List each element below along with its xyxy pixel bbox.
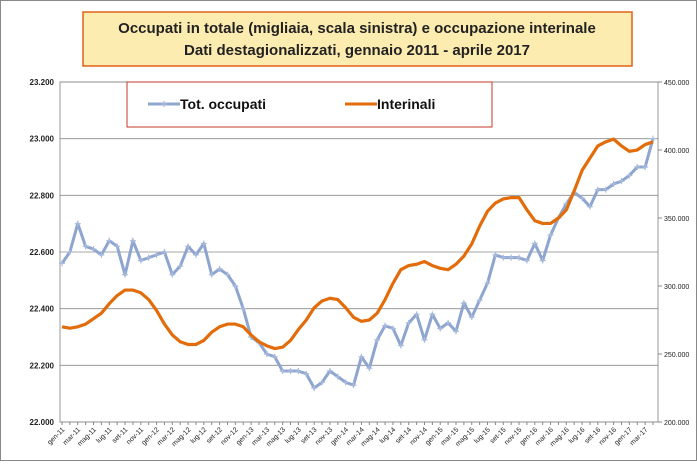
point-marker [453,328,459,335]
point-marker [342,379,349,386]
point-marker [492,251,499,258]
point-marker [437,325,444,332]
point-marker [358,353,365,360]
y2-tick-label: 450.000 [664,80,689,87]
point-marker [98,251,105,258]
point-marker [326,368,333,374]
y-tick-label: 23.000 [30,135,55,144]
y-tick-label: 22.600 [30,248,55,257]
point-marker [208,271,215,278]
legend: Tot. occupati Interinali [148,96,435,112]
y2-tick-label: 200.000 [664,420,689,427]
y-tick-label: 22.800 [30,191,55,200]
point-marker [539,257,546,264]
legend-label: Interinali [377,96,435,112]
y2-tick-label: 250.000 [664,352,689,359]
point-marker [421,336,428,343]
point-marker [389,325,396,332]
point-marker [586,203,593,210]
y-tick-label: 22.000 [30,418,55,427]
point-marker [295,368,302,374]
point-marker [192,251,199,258]
point-marker [66,249,73,255]
point-marker [216,266,223,272]
point-marker [531,240,538,247]
series-line [60,138,655,390]
point-marker [263,351,270,357]
y2-tick-label: 300.000 [664,284,689,291]
y2-tick-label: 350.000 [664,216,689,223]
point-marker [240,305,247,312]
point-marker [579,195,586,202]
point-marker [232,283,239,289]
point-marker [74,220,81,227]
point-marker [594,186,601,193]
point-marker [374,336,381,343]
point-marker [626,172,633,179]
point-marker [618,178,625,185]
point-marker [516,254,523,261]
point-marker [366,365,373,372]
legend-label: Tot. occupati [180,96,266,112]
point-marker [508,254,515,261]
y2-tick-label: 400.000 [664,148,689,155]
lines [59,135,656,391]
point-marker [177,263,184,270]
chart-title: Occupati in totale (migliaia, scala sini… [118,20,596,37]
point-marker [59,260,65,267]
point-marker [303,370,310,377]
point-marker [287,368,294,374]
chart-subtitle: Dati destagionalizzati, gennaio 2011 - a… [184,42,530,59]
legend-marker [161,101,167,107]
point-marker [200,240,207,247]
point-marker [610,181,617,187]
point-marker [350,382,357,389]
point-marker [319,379,326,386]
point-marker [382,322,389,329]
point-marker [106,237,113,244]
title-box [82,11,633,67]
point-marker [145,254,152,261]
point-marker [90,246,97,253]
point-marker [523,257,530,264]
point-marker [429,311,436,318]
point-marker [129,237,136,244]
point-marker [311,385,318,391]
point-marker [397,342,404,349]
series-line [61,137,654,351]
y-tick-label: 22.200 [30,361,55,370]
point-marker [224,271,231,278]
point-marker [547,232,554,238]
point-marker [476,297,483,304]
point-marker [114,243,121,250]
point-marker [122,271,129,278]
point-marker [602,186,609,193]
point-marker [137,257,144,264]
point-marker [445,319,452,326]
point-marker [161,249,168,255]
point-marker [405,319,412,326]
point-marker [153,251,160,258]
point-marker [468,314,475,321]
point-marker [500,254,507,261]
point-marker [634,164,641,170]
point-marker [169,271,176,278]
point-marker [185,243,192,250]
point-marker [484,280,491,287]
point-marker [279,368,286,374]
point-marker [82,243,89,250]
y-tick-label: 23.200 [30,78,55,87]
point-marker [413,311,420,318]
point-marker [334,373,341,380]
point-marker [271,353,278,360]
point-marker [642,164,649,170]
y-tick-label: 22.400 [30,305,55,314]
point-marker [650,135,656,142]
legend-box [126,81,493,128]
point-marker [460,300,467,306]
